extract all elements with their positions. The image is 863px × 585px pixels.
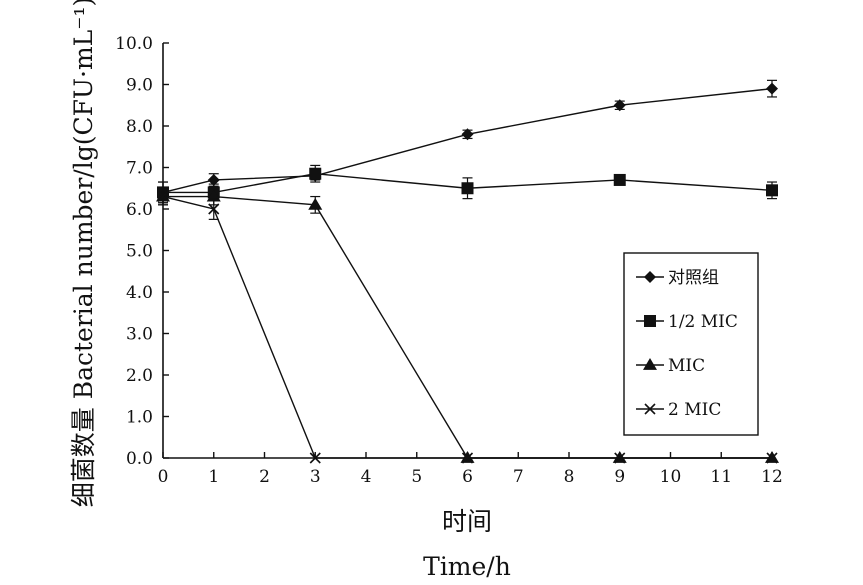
- x-tick-label: 5: [411, 467, 422, 487]
- x-marker-stroke: [309, 452, 321, 464]
- series-line: [162, 87, 773, 194]
- diamond-marker: [613, 99, 626, 112]
- x-tick-label: 3: [310, 467, 321, 487]
- x-tick-label: 4: [361, 467, 372, 487]
- x-marker: [766, 452, 778, 464]
- axes: 0.01.02.03.04.05.06.07.08.09.010.00 1 2 3 4 5…: [115, 34, 783, 487]
- y-axis-title: 细菌数量 Bacterial number/lg(CFU·mL⁻¹): [69, 0, 98, 507]
- legend-item: MIC: [636, 356, 705, 376]
- triangle-marker: [308, 197, 323, 210]
- series-square: [157, 164, 778, 204]
- legend: 对照组 1/2 MIC MIC 2 MIC: [623, 252, 759, 436]
- x-axis-title-cn: 时间: [442, 507, 492, 536]
- x-tick-label: 7: [513, 467, 524, 487]
- legend-label: 1/2 MIC: [668, 312, 738, 332]
- legend-label: 对照组: [668, 268, 719, 288]
- diamond-marker: [461, 128, 474, 141]
- diamond-marker: [644, 271, 656, 283]
- legend-label: MIC: [668, 356, 705, 376]
- y-tick-label: 0.0: [126, 449, 153, 469]
- x-marker: [461, 452, 474, 464]
- x-marker: [157, 190, 169, 203]
- series-layer: [156, 79, 779, 464]
- square-marker: [613, 173, 626, 186]
- x-marker-stroke: [461, 452, 474, 464]
- x-tick-label: 10: [660, 467, 682, 487]
- square-marker: [766, 184, 778, 197]
- y-tick-label: 7.0: [126, 159, 153, 179]
- square-marker: [461, 182, 474, 195]
- x-tick-label: 11: [710, 467, 732, 487]
- legend-label: 2 MIC: [668, 400, 721, 420]
- x-tick-label: 9: [614, 467, 625, 487]
- square-marker: [309, 167, 322, 180]
- x-marker: [208, 203, 220, 215]
- x-marker: [614, 452, 626, 464]
- legend-item: 2 MIC: [636, 400, 721, 420]
- x-axis-title-en: Time/h: [423, 552, 511, 581]
- x-marker: [309, 452, 321, 464]
- y-tick-label: 6.0: [126, 200, 153, 220]
- y-tick-label: 8.0: [126, 117, 153, 137]
- x-tick-label: 12: [761, 467, 783, 487]
- y-tick-label: 3.0: [126, 325, 153, 345]
- x-marker-stroke: [157, 190, 169, 203]
- diamond-marker: [207, 173, 220, 186]
- square-marker: [644, 315, 656, 327]
- diamond-marker: [766, 82, 778, 95]
- series-line: [163, 173, 773, 194]
- x-tick-label: 1: [208, 467, 219, 487]
- y-tick-label: 2.0: [126, 366, 153, 386]
- x-tick-label: 2: [259, 467, 270, 487]
- series-line: [162, 195, 772, 459]
- y-tick-label: 10.0: [115, 34, 153, 54]
- x-marker-stroke: [644, 403, 656, 415]
- x-tick-label: 6: [462, 467, 473, 487]
- y-tick-label: 5.0: [126, 242, 153, 262]
- x-tick-label: 0: [158, 467, 169, 487]
- x-marker-stroke: [766, 452, 778, 464]
- triangle-marker: [643, 358, 657, 370]
- x-marker-stroke: [614, 452, 626, 464]
- legend-item: 1/2 MIC: [636, 312, 738, 332]
- y-tick-label: 1.0: [126, 408, 153, 428]
- x-marker: [644, 403, 656, 415]
- y-tick-label: 9.0: [126, 76, 153, 96]
- x-tick-label: 8: [564, 467, 575, 487]
- y-tick-label: 4.0: [126, 283, 153, 303]
- x-marker-stroke: [208, 203, 220, 215]
- legend-item: 对照组: [636, 268, 719, 288]
- series-x: [157, 187, 778, 464]
